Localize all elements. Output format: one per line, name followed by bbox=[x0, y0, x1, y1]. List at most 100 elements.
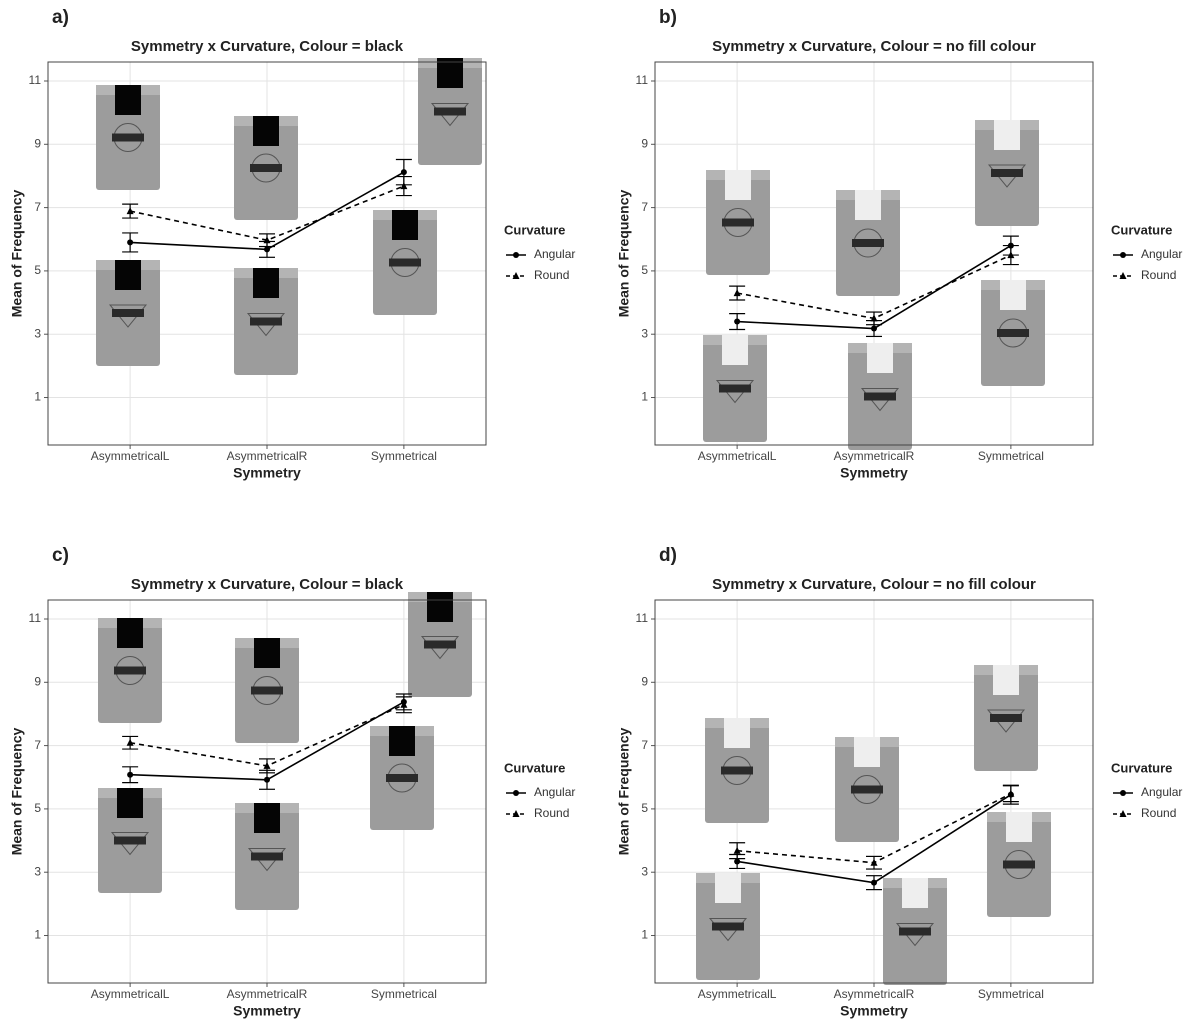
bag-label bbox=[250, 164, 282, 172]
bag-label bbox=[997, 329, 1029, 337]
x-tick-label: AsymmetricalR bbox=[834, 449, 915, 463]
bag-label bbox=[424, 641, 456, 649]
bag-label bbox=[899, 928, 931, 936]
y-tick-label: 5 bbox=[641, 263, 648, 277]
bag-label bbox=[722, 219, 754, 227]
bag-window bbox=[1000, 280, 1026, 310]
bag-window bbox=[117, 618, 143, 648]
coffee-bag bbox=[418, 58, 482, 165]
bag-window bbox=[1006, 812, 1032, 842]
bag-label bbox=[721, 767, 753, 775]
y-tick-label: 3 bbox=[641, 864, 648, 878]
y-tick-label: 7 bbox=[641, 200, 648, 214]
chart-grid: 1357911AsymmetricalLAsymmetricalRSymmetr… bbox=[0, 0, 1184, 1020]
legend-label: Round bbox=[534, 806, 569, 820]
y-axis-title: Mean of Frequency bbox=[9, 190, 25, 318]
bag-label bbox=[251, 853, 283, 861]
bag-label bbox=[990, 714, 1022, 722]
bag-window bbox=[392, 210, 418, 240]
bag-window bbox=[253, 268, 279, 298]
bag-label bbox=[250, 318, 282, 326]
bag-label bbox=[114, 837, 146, 845]
x-axis-title: Symmetry bbox=[840, 1003, 908, 1019]
point bbox=[871, 326, 877, 332]
y-tick-label: 7 bbox=[641, 738, 648, 752]
coffee-bag bbox=[373, 210, 437, 315]
y-tick-label: 9 bbox=[641, 136, 648, 150]
y-tick-label: 1 bbox=[34, 928, 41, 942]
y-tick-label: 7 bbox=[34, 738, 41, 752]
coffee-bag bbox=[235, 803, 299, 910]
x-tick-label: AsymmetricalR bbox=[227, 449, 308, 463]
legend-title: Curvature bbox=[1111, 222, 1172, 237]
coffee-bag bbox=[235, 638, 299, 743]
x-tick-label: AsymmetricalL bbox=[698, 449, 777, 463]
coffee-bag bbox=[848, 343, 912, 450]
bag-label bbox=[114, 667, 146, 675]
panel-label: a) bbox=[52, 7, 69, 28]
coffee-bag bbox=[370, 726, 434, 830]
legend-label: Angular bbox=[1141, 785, 1182, 799]
point bbox=[734, 319, 740, 325]
chart-title: Symmetry x Curvature, Colour = no fill c… bbox=[712, 576, 1036, 593]
y-tick-label: 3 bbox=[34, 864, 41, 878]
x-tick-label: AsymmetricalR bbox=[834, 987, 915, 1001]
y-tick-label: 7 bbox=[34, 200, 41, 214]
coffee-bag bbox=[883, 878, 947, 985]
y-tick-label: 11 bbox=[29, 73, 42, 87]
y-tick-label: 1 bbox=[34, 390, 41, 404]
legend-title: Curvature bbox=[1111, 760, 1172, 775]
x-tick-label: Symmetrical bbox=[978, 987, 1044, 1001]
bag-label bbox=[712, 923, 744, 931]
x-tick-label: Symmetrical bbox=[371, 987, 437, 1001]
bag-window bbox=[854, 737, 880, 767]
bag-label bbox=[1003, 861, 1035, 869]
bag-label bbox=[389, 259, 421, 267]
coffee-bag bbox=[987, 812, 1051, 917]
bag-window bbox=[722, 335, 748, 365]
y-tick-label: 3 bbox=[641, 326, 648, 340]
coffee-bag bbox=[98, 788, 162, 893]
y-tick-label: 9 bbox=[34, 674, 41, 688]
coffee-bag bbox=[696, 873, 760, 980]
coffee-bag bbox=[234, 268, 298, 375]
bag-window bbox=[117, 788, 143, 818]
y-tick-label: 11 bbox=[29, 611, 42, 625]
x-tick-label: AsymmetricalL bbox=[91, 987, 170, 1001]
x-tick-label: AsymmetricalL bbox=[91, 449, 170, 463]
legend-title: Curvature bbox=[504, 760, 565, 775]
coffee-bag bbox=[703, 335, 767, 442]
legend-title: Curvature bbox=[504, 222, 565, 237]
coffee-bag bbox=[705, 718, 769, 823]
coffee-bag bbox=[981, 280, 1045, 386]
y-tick-label: 9 bbox=[641, 674, 648, 688]
legend-label: Round bbox=[1141, 806, 1176, 820]
bag-window bbox=[253, 116, 279, 146]
point bbox=[264, 777, 270, 783]
legend-label: Round bbox=[534, 268, 569, 282]
bag-label bbox=[112, 309, 144, 317]
bag-window bbox=[855, 190, 881, 220]
legend-label: Angular bbox=[1141, 247, 1182, 261]
y-axis-title: Mean of Frequency bbox=[616, 190, 632, 318]
chart-title: Symmetry x Curvature, Colour = no fill c… bbox=[712, 38, 1036, 55]
x-tick-label: Symmetrical bbox=[978, 449, 1044, 463]
y-tick-label: 5 bbox=[34, 263, 41, 277]
point bbox=[127, 239, 133, 245]
y-tick-label: 1 bbox=[641, 928, 648, 942]
point bbox=[871, 880, 877, 886]
x-axis-title: Symmetry bbox=[840, 465, 908, 481]
y-tick-label: 11 bbox=[636, 611, 649, 625]
bag-window bbox=[867, 343, 893, 373]
bag-window bbox=[902, 878, 928, 908]
y-tick-label: 5 bbox=[641, 801, 648, 815]
bag-window bbox=[254, 803, 280, 833]
y-tick-label: 9 bbox=[34, 136, 41, 150]
coffee-bag bbox=[706, 170, 770, 275]
legend-marker bbox=[513, 790, 519, 796]
legend-marker bbox=[1120, 252, 1126, 258]
y-tick-label: 11 bbox=[636, 73, 649, 87]
bag-window bbox=[427, 592, 453, 622]
bag-label bbox=[852, 239, 884, 247]
bag-window bbox=[724, 718, 750, 748]
